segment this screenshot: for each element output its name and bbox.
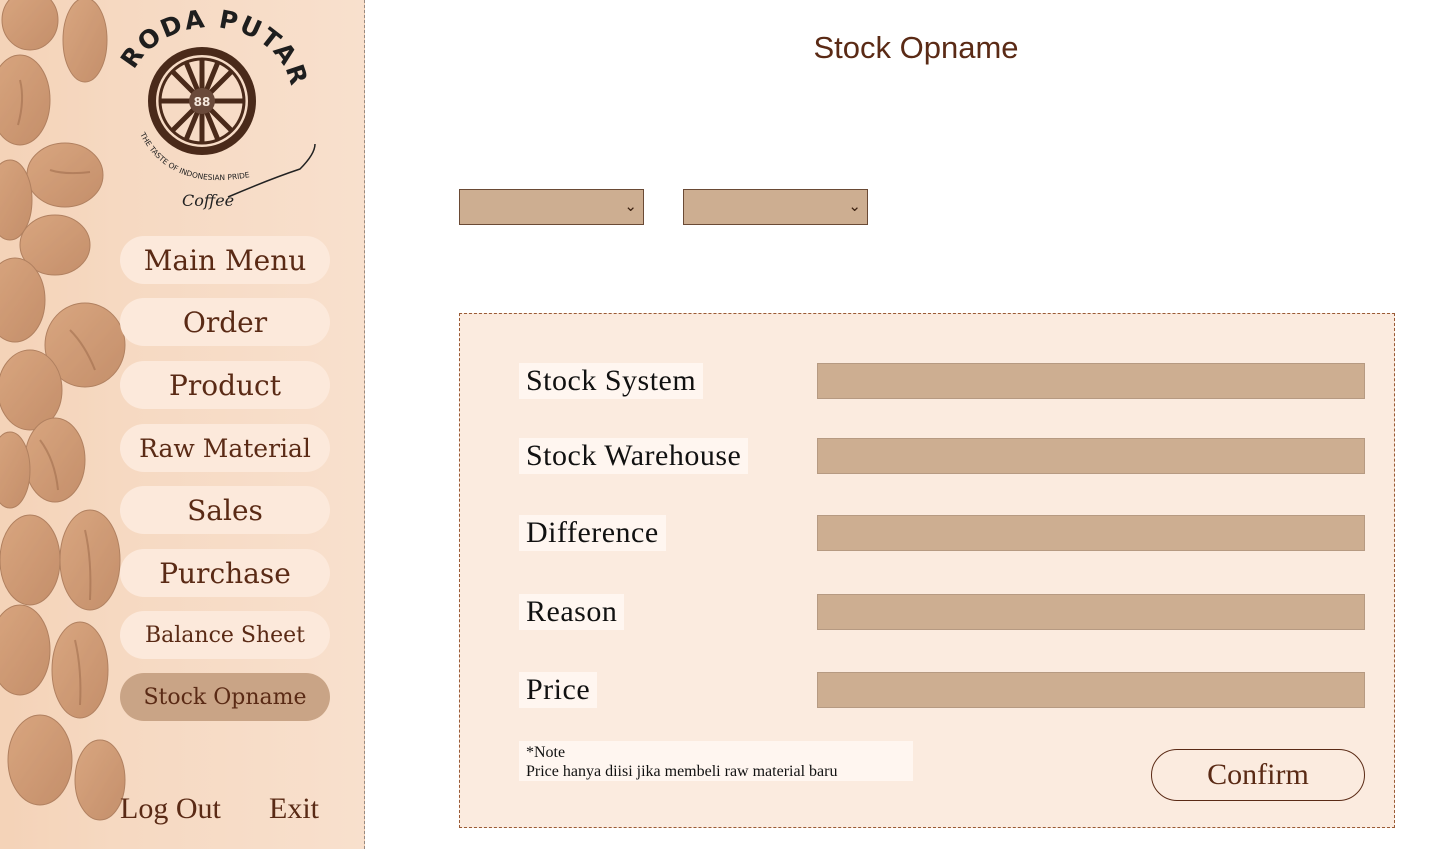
sidebar-item-purchase[interactable]: Purchase xyxy=(120,549,330,597)
difference-field[interactable] xyxy=(817,515,1365,551)
page-title: Stock Opname xyxy=(813,30,1019,65)
reason-label: Reason xyxy=(519,594,625,630)
sidebar-item-sales[interactable]: Sales xyxy=(120,486,330,534)
chevron-down-icon: ⌄ xyxy=(624,197,637,215)
select-dropdown-2[interactable]: ⌄ xyxy=(683,189,868,225)
stock-warehouse-field[interactable] xyxy=(817,438,1365,474)
coffee-beans-image xyxy=(0,0,140,849)
sidebar-item-balance-sheet[interactable]: Balance Sheet xyxy=(120,611,330,659)
note-title: *Note xyxy=(526,744,566,761)
price-label: Price xyxy=(519,672,598,708)
price-note: *Note Price hanya diisi jika membeli raw… xyxy=(519,741,913,781)
stock-system-label: Stock System xyxy=(519,363,704,399)
chevron-down-icon: ⌄ xyxy=(848,197,861,215)
sidebar-item-product[interactable]: Product xyxy=(120,361,330,409)
sidebar: RODA PUTAR 88 THE TASTE OF INDONESIAN PR… xyxy=(0,0,365,849)
select-dropdown-1[interactable]: ⌄ xyxy=(459,189,644,225)
difference-label: Difference xyxy=(519,515,666,551)
logout-button[interactable]: Log Out xyxy=(120,792,221,825)
svg-text:Coffee: Coffee xyxy=(182,191,234,210)
confirm-button[interactable]: Confirm xyxy=(1151,749,1365,801)
sidebar-item-main-menu[interactable]: Main Menu xyxy=(120,236,330,284)
price-field[interactable] xyxy=(817,672,1365,708)
sidebar-item-order[interactable]: Order xyxy=(120,298,330,346)
stock-warehouse-label: Stock Warehouse xyxy=(519,438,749,474)
reason-field[interactable] xyxy=(817,594,1365,630)
exit-button[interactable]: Exit xyxy=(269,792,319,825)
sidebar-item-raw-material[interactable]: Raw Material xyxy=(120,424,330,472)
note-text: Price hanya diisi jika membeli raw mater… xyxy=(526,763,838,780)
stock-system-field[interactable] xyxy=(817,363,1365,399)
roda-putar-logo: RODA PUTAR 88 THE TASTE OF INDONESIAN PR… xyxy=(115,4,316,210)
svg-text:88: 88 xyxy=(194,95,211,109)
sidebar-item-stock-opname[interactable]: Stock Opname xyxy=(120,673,330,721)
